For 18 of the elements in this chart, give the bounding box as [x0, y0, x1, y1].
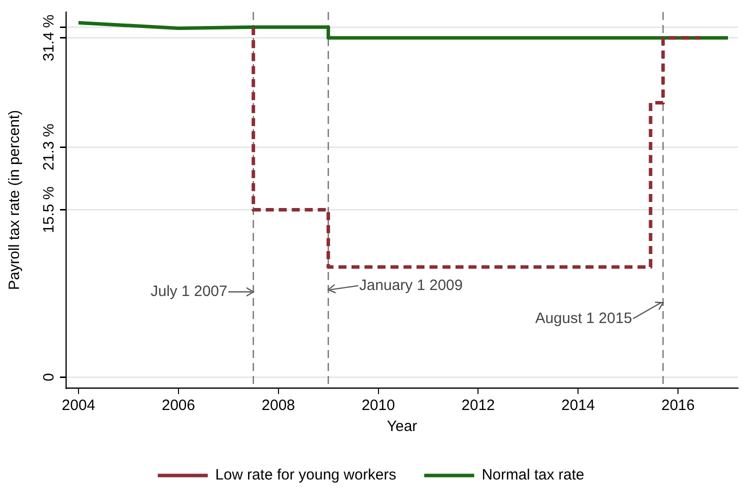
y-tick-label: 21.3 %: [40, 124, 58, 170]
x-tick-label: 2006: [162, 397, 196, 414]
y-tick-label: 15.5 %: [40, 186, 58, 234]
x-tick-label: 2016: [661, 397, 695, 414]
y-tick-label: 0: [40, 373, 58, 382]
x-tick-label: 2012: [462, 397, 495, 414]
x-tick-label: 2008: [262, 397, 296, 414]
annotation: August 1 2015: [535, 310, 632, 327]
annotation: January 1 2009: [359, 276, 463, 294]
y-tick-label: 31.4 %: [40, 14, 58, 62]
y-axis-title: Payroll tax rate (in percent): [6, 110, 24, 290]
legend-label: Low rate for young workers: [215, 466, 396, 484]
x-tick-label: 2004: [62, 397, 96, 414]
x-tick-label: 2014: [561, 397, 595, 414]
legend-label: Normal tax rate: [482, 466, 584, 484]
annotation: July 1 2007: [150, 282, 228, 300]
x-axis-title: Year: [386, 418, 418, 436]
x-tick-label: 2010: [362, 397, 395, 414]
